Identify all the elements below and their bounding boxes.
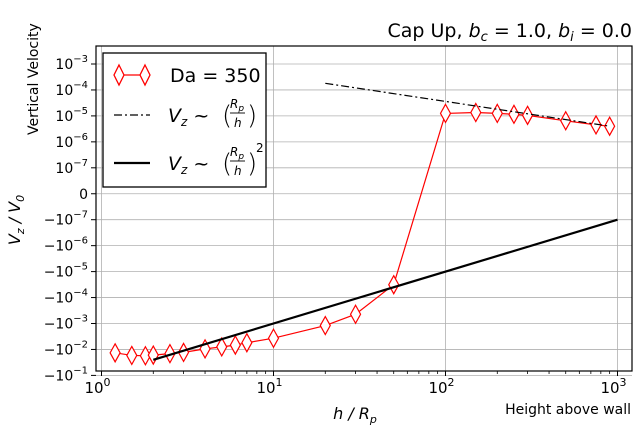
legend-frac-num: Rp	[230, 97, 244, 114]
y-tick-label: 10−7	[55, 158, 88, 177]
legend-paren-left-2: (	[222, 149, 232, 179]
legend-paren-right: )	[247, 101, 257, 131]
y-tick-label: −10−7	[44, 210, 88, 229]
legend-frac-den-2: h	[234, 164, 242, 178]
title-bc-value: = 1.0,	[488, 20, 558, 42]
data-point-marker	[109, 342, 121, 364]
legend-marker-diamond-left	[113, 63, 125, 87]
data-point-marker	[319, 315, 331, 336]
legend-frac-num-2: Rp	[230, 145, 244, 162]
data-point-marker	[508, 104, 520, 125]
title-prefix: Cap Up,	[388, 20, 469, 42]
title-bc-symbol: b	[469, 20, 481, 42]
data-point-marker	[349, 304, 362, 325]
data-point-marker	[388, 274, 400, 295]
plot-frame	[95, 45, 633, 372]
data-point-marker	[216, 336, 228, 358]
legend-label-da: Da = 350	[170, 65, 261, 87]
legend-entry-da-350: Da = 350	[113, 63, 261, 87]
x-tick-label: 102	[428, 376, 454, 397]
y-tick-label: −10−4	[44, 288, 88, 307]
x-tick-label: 100	[84, 376, 110, 397]
legend-power: 2	[256, 141, 264, 155]
x-axis-label: h / Rp	[333, 404, 377, 426]
data-point-marker	[521, 105, 534, 126]
title-bi-value: = 0.0	[574, 20, 632, 42]
y-tick-label: −10−1	[44, 365, 88, 384]
y-tick-label: 10−4	[55, 80, 88, 99]
vertical-velocity-label: Vertical Velocity	[26, 23, 42, 135]
data-point-marker	[139, 345, 152, 366]
y-tick-label: 10−6	[55, 132, 88, 151]
data-point-marker	[267, 328, 280, 349]
legend-label-quadratic: Vz ~	[168, 153, 209, 177]
axis-ticks: 100 101 102 103 10−3 10−4 10−5 10−6 10−7 0 −10−7 −1…	[44, 54, 627, 397]
y-tick-label: 0	[79, 187, 88, 203]
legend-paren-right-2: )	[247, 149, 257, 179]
data-point-marker	[491, 103, 503, 124]
y-tick-label: −10−3	[44, 314, 88, 333]
y-tick-label: −10−6	[44, 236, 88, 255]
data-point-marker	[126, 345, 138, 366]
series-line-0	[115, 111, 610, 357]
y-axis-label: Vz / V0	[5, 195, 27, 245]
y-tick-label: −10−2	[44, 339, 88, 358]
x-tick-label: 103	[600, 376, 626, 397]
x-tick-label: 101	[256, 376, 282, 397]
series-layer	[109, 82, 618, 366]
y-tick-label: 10−5	[55, 106, 88, 125]
height-above-wall-label: Height above wall	[505, 402, 631, 418]
legend-entry-quadratic: Vz ~ ( Rp h ) 2	[114, 141, 264, 179]
data-point-marker	[590, 114, 602, 136]
chart-title: Cap Up, bc = 1.0, bi = 0.0	[388, 20, 632, 45]
title-bi-symbol: b	[558, 20, 570, 42]
legend-entry-linear: Vz ~ ( Rp h )	[114, 97, 257, 131]
data-point-marker	[241, 332, 253, 353]
data-point-marker	[147, 344, 159, 366]
series-line-2	[152, 218, 618, 361]
data-point-marker	[470, 102, 482, 123]
y-tick-label: −10−5	[44, 262, 88, 281]
data-point-marker	[439, 103, 452, 124]
data-point-marker	[560, 110, 572, 131]
title-bc-subscript: c	[481, 30, 488, 45]
data-point-marker	[229, 334, 242, 356]
legend-label-linear: Vz ~	[168, 105, 209, 129]
data-point-marker	[603, 115, 616, 137]
legend: Da = 350 Vz ~ ( Rp h ) Vz ~ ( Rp h ) 2	[102, 52, 267, 188]
legend-paren-left: (	[222, 101, 232, 131]
legend-marker-diamond-right	[139, 63, 151, 87]
legend-frac-den: h	[234, 116, 242, 130]
title-bi-subscript: i	[570, 30, 574, 45]
y-tick-label: 10−3	[55, 54, 88, 73]
